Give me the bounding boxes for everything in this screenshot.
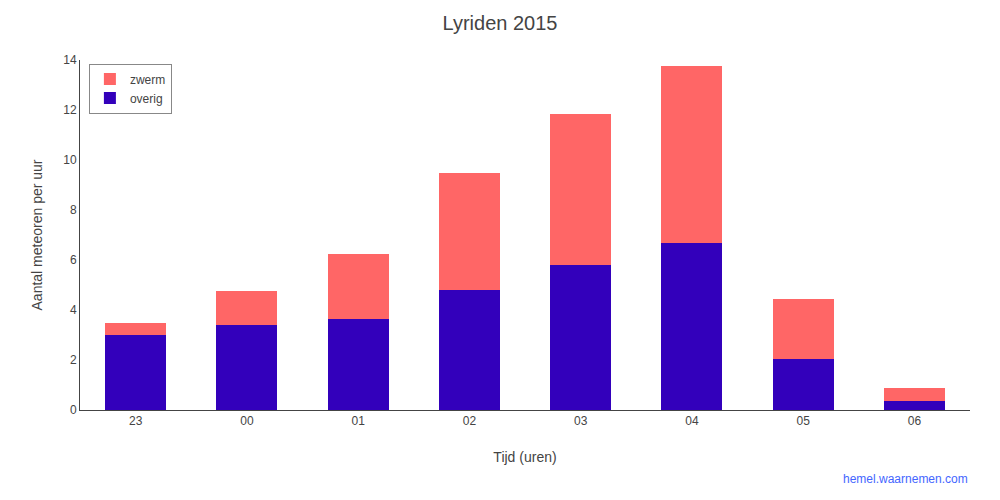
svg-text:Tijd (uren): Tijd (uren) xyxy=(493,449,556,465)
svg-text:06: 06 xyxy=(908,414,922,428)
svg-text:23: 23 xyxy=(129,414,143,428)
svg-text:0: 0 xyxy=(70,403,77,417)
svg-text:4: 4 xyxy=(70,303,77,317)
svg-text:01: 01 xyxy=(351,414,365,428)
svg-text:hemel.waarnemen.com: hemel.waarnemen.com xyxy=(843,472,968,486)
svg-text:overig: overig xyxy=(130,92,163,106)
svg-text:05: 05 xyxy=(796,414,810,428)
svg-text:Lyriden 2015: Lyriden 2015 xyxy=(443,12,558,34)
svg-text:zwerm: zwerm xyxy=(130,73,165,87)
svg-text:8: 8 xyxy=(70,203,77,217)
svg-text:03: 03 xyxy=(574,414,588,428)
svg-text:00: 00 xyxy=(240,414,254,428)
svg-text:14: 14 xyxy=(63,53,77,67)
svg-text:04: 04 xyxy=(685,414,699,428)
svg-text:6: 6 xyxy=(70,253,77,267)
svg-text:2: 2 xyxy=(70,353,77,367)
svg-text:02: 02 xyxy=(463,414,477,428)
svg-text:10: 10 xyxy=(63,153,77,167)
svg-text:Aantal meteoren per uur: Aantal meteoren per uur xyxy=(29,159,45,310)
svg-text:12: 12 xyxy=(63,103,77,117)
